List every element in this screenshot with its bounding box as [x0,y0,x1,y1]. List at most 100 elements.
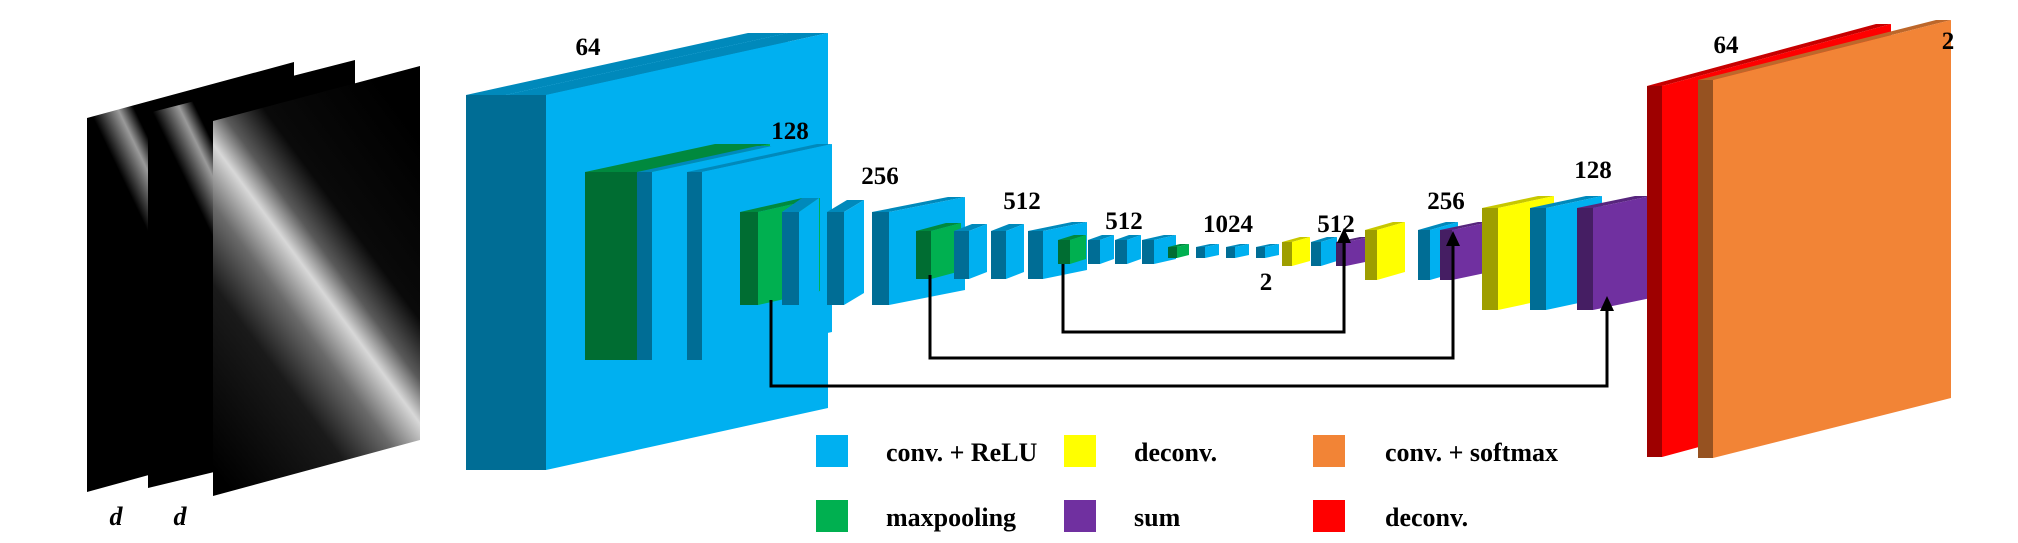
conv-block-enc4b-face [1006,224,1024,279]
conv-block-enc5a-side [1088,240,1100,264]
conv-block-score-pool4-top [1311,237,1337,242]
channel-label-out: 2 [1942,28,1955,55]
conv-block-score [1256,244,1279,258]
conv-block-enc3a-top [782,198,819,212]
legend-swatch-deconv-yellow [1064,435,1096,467]
conv-block-enc5a [1088,235,1114,264]
legend-label-deconv-red: deconv. [1385,503,1468,532]
sum-block-3-side [1577,208,1593,310]
conv-block-fc6-face [1205,244,1219,258]
legend-swatch-conv-relu [816,435,848,467]
legend-swatch-sum [1064,500,1096,532]
maxpool-block-5-side [1168,247,1177,258]
legend-swatch-maxpooling [816,500,848,532]
deconv-block-final-side [1647,86,1662,457]
conv-block-enc3a-side [782,212,799,305]
legend-label-deconv-yellow: deconv. [1134,438,1217,467]
conv-block-score-pool2-top [1530,196,1602,208]
legend-label-conv-relu: conv. + ReLU [886,438,1038,467]
conv-block-enc4b-top [991,224,1024,231]
slice-label-2: d [174,502,188,531]
conv-block-fc6-side [1196,247,1205,258]
maxpool-block-4-top [1058,235,1086,240]
legend: conv. + ReLU maxpooling deconv. sum conv… [816,435,1558,532]
conv-block-enc5a-face [1100,235,1114,264]
conv-block-enc1b-top [506,33,828,95]
conv-block-enc4a [954,224,987,279]
channel-label-enc1: 64 [576,34,602,61]
deconv-block-up2b-top [1365,222,1405,230]
skip-arrow-pool2 [1600,296,1614,311]
maxpool-block-3-side [916,231,931,279]
conv-block-enc5a-top [1088,235,1114,240]
maxpool-block-3-face [931,223,961,279]
skip-connection-pool2 [769,300,1609,388]
legend-label-softmax: conv. + softmax [1385,438,1558,467]
maxpool-block-5 [1168,244,1189,258]
conv-block-enc3a [782,198,819,305]
conv-block-enc4a-face [969,224,987,279]
input-slice-3 [213,66,420,496]
conv-block-enc4c-side [1028,231,1043,279]
maxpool-block-3-top [916,223,961,231]
conv-block-score-pool2-side [1530,208,1546,310]
conv-block-score-face [1265,244,1279,258]
conv-block-score-pool3-side [1418,230,1430,280]
skip-connection-pool4 [1061,241,1346,334]
softmax-block-output [1698,20,1951,458]
conv-block-enc4a-side [954,231,969,279]
conv-block-fc7-side [1226,247,1235,258]
conv-block-fc7-face [1235,244,1249,258]
conv-block-enc2a-top [637,146,772,172]
deconv-block-up2a-top [1282,237,1310,242]
conv-block-enc2b-side [687,172,702,360]
maxpool-block-5-top [1168,244,1189,247]
conv-block-fc6 [1196,244,1219,258]
maxpool-block-3 [916,223,961,279]
conv-block-score-side [1256,247,1265,258]
conv-block-enc2b-top [687,144,832,172]
skip-arrow-pool4 [1337,228,1351,243]
deconv-block-up2c-top [1482,196,1554,208]
skip-connection-pool3 [928,244,1455,360]
softmax-block-output-side [1698,80,1713,458]
sum-block-3-face [1593,196,1651,310]
maxpool-block-4-side [1058,240,1070,264]
deconv-block-up2a [1282,237,1310,266]
conv-block-enc3c-side [872,212,889,305]
conv-block-enc5c-top [1142,235,1176,240]
deconv-block-final-top [1647,24,1891,86]
conv-block-enc5b [1115,235,1141,264]
maxpool-block-2-side [740,212,758,305]
channel-label-dec3: 256 [1427,188,1465,215]
input-slices: d d [87,60,420,531]
conv-block-enc4c-top [1028,222,1087,231]
conv-block-score-pool3-top [1418,222,1458,230]
conv-block-enc5b-face [1127,235,1141,264]
deconv-block-up2b [1365,222,1405,280]
conv-block-score-pool4 [1311,237,1337,266]
legend-swatch-softmax [1313,435,1345,467]
conv-block-enc1b-side [506,95,546,470]
skip-arrow-pool3 [1446,231,1460,246]
conv-block-enc5c-side [1142,240,1154,264]
channel-label-enc3: 256 [861,163,899,190]
conv-block-fc7 [1226,244,1249,258]
conv-block-enc1a-top [466,33,788,95]
conv-block-enc3b-top [827,200,864,212]
channel-labels: 64 128 256 512 512 1024 2 512 256 128 64… [576,28,1955,296]
softmax-block-output-top [1698,20,1951,80]
sum-block-2-top [1440,222,1490,230]
softmax-block-output-face [1713,20,1951,458]
conv-block-enc3b-side [827,212,844,305]
maxpool-block-1-side [585,172,640,360]
sum-block-2-face [1452,222,1490,280]
channel-label-bottleneck: 1024 [1203,211,1254,238]
layer-blocks [466,20,1951,470]
deconv-block-up2b-side [1365,230,1377,280]
channel-label-dec4: 512 [1317,211,1355,238]
channel-label-enc2: 128 [771,118,809,145]
conv-block-enc3a-face [799,198,819,305]
maxpool-block-5-face [1177,244,1189,258]
channel-label-classes-mid: 2 [1260,269,1273,296]
